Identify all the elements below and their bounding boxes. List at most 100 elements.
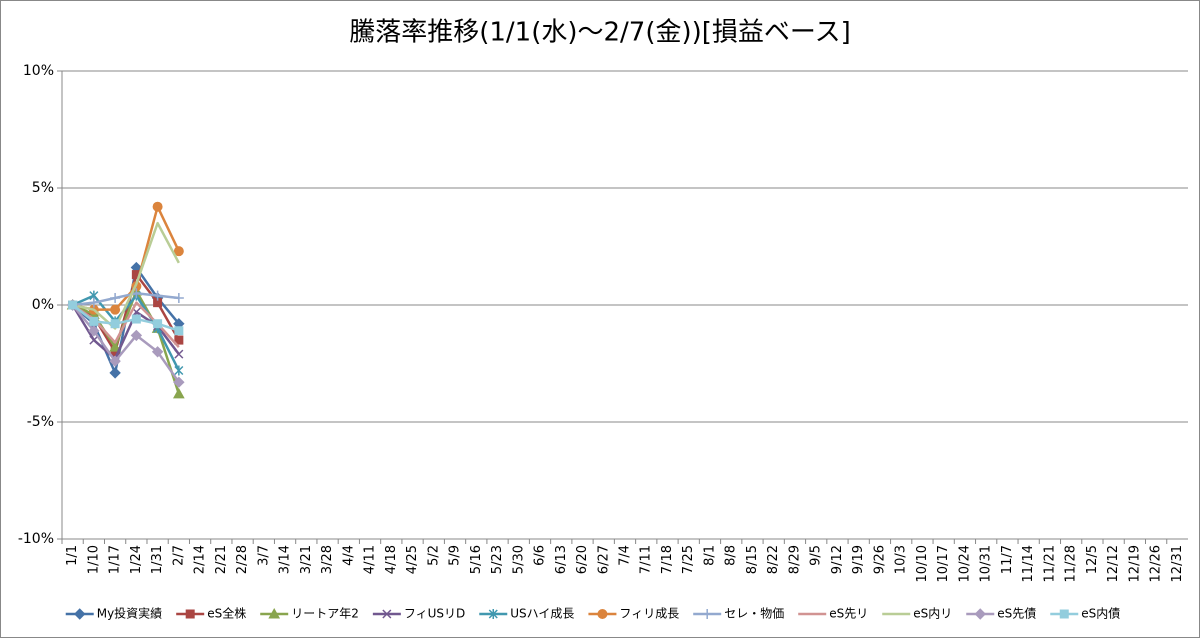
- marker: [382, 609, 392, 619]
- marker: [68, 300, 78, 310]
- series-line: [72, 221, 180, 330]
- marker: [153, 319, 163, 329]
- x-tick-label: 1/1: [65, 545, 80, 566]
- x-tick-label: 3/7: [256, 545, 271, 566]
- x-tick-label: 9/19: [851, 545, 866, 574]
- marker: [974, 608, 986, 620]
- marker: [152, 290, 163, 301]
- x-tick-label: 6/20: [575, 545, 590, 574]
- marker: [110, 304, 121, 315]
- x-tick-label: 5/16: [469, 545, 484, 574]
- x-tick-label: 8/29: [787, 545, 802, 574]
- x-tick-label: 10/31: [979, 545, 994, 582]
- marker: [89, 316, 99, 326]
- legend-label: フィリ成長: [619, 607, 679, 621]
- legend: My投資実績 eS全株 リートア年2 フィUSリD USハイ成長 フィリ成長 セレ・物価 eS…: [65, 606, 1120, 621]
- series-line: [71, 304, 180, 361]
- x-tick-label: 9/26: [872, 545, 887, 574]
- legend-label: リートア年2: [291, 607, 359, 621]
- marker: [185, 609, 195, 619]
- x-tick-label: 12/26: [1149, 545, 1164, 582]
- y-tick-label: 0%: [32, 297, 54, 313]
- x-tick-label: 5/9: [448, 545, 463, 566]
- legend-label: eS内リ: [913, 607, 952, 621]
- x-tick-label: 5/23: [490, 545, 505, 574]
- x-tick-label: 2/21: [214, 545, 229, 574]
- x-tick-label: 4/18: [384, 545, 399, 574]
- x-tick-label: 4/25: [405, 545, 420, 574]
- marker: [151, 346, 164, 358]
- x-tick-label: 10/24: [957, 545, 972, 582]
- marker: [109, 367, 121, 379]
- marker: [172, 387, 185, 399]
- series-line: [71, 304, 180, 383]
- x-tick-label: 11/14: [1021, 545, 1036, 582]
- x-tick-label: 3/21: [299, 545, 314, 574]
- marker: [110, 292, 121, 303]
- marker: [131, 314, 141, 324]
- marker: [110, 319, 120, 329]
- x-tick-label: 12/12: [1106, 545, 1121, 582]
- legend-label: eS先債: [997, 606, 1036, 621]
- x-tick-label: 7/18: [660, 545, 675, 574]
- x-tick-label: 7/25: [681, 545, 696, 574]
- x-tick-label: 11/7: [1000, 545, 1015, 574]
- marker: [174, 365, 184, 376]
- x-tick-label: 1/31: [150, 545, 165, 574]
- x-tick-label: 8/8: [724, 545, 739, 566]
- x-tick-label: 4/11: [363, 545, 378, 574]
- x-tick-label: 11/21: [1042, 545, 1057, 582]
- x-tick-label: 3/14: [278, 545, 293, 574]
- x-tick-label: 5/2: [426, 545, 441, 566]
- x-tick-label: 12/19: [1127, 545, 1142, 582]
- x-tick-label: 2/7: [171, 545, 186, 566]
- marker: [174, 335, 184, 345]
- x-tick-label: 6/27: [596, 545, 611, 574]
- y-tick-label: 10%: [23, 63, 54, 79]
- y-tick-label: -10%: [18, 531, 54, 547]
- x-tick-label: 10/17: [936, 545, 951, 582]
- x-tick-label: 7/11: [639, 545, 654, 574]
- marker: [268, 607, 281, 619]
- x-tick-label: 11/28: [1064, 545, 1079, 582]
- x-tick-label: 12/31: [1170, 545, 1185, 582]
- marker: [174, 349, 184, 359]
- x-tick-label: 1/17: [108, 545, 123, 574]
- x-tick-label: 10/10: [915, 545, 930, 582]
- marker: [109, 341, 121, 352]
- marker: [89, 335, 99, 345]
- marker: [173, 292, 184, 303]
- y-tick-label: 5%: [32, 180, 54, 196]
- x-tick-label: 6/6: [533, 545, 548, 566]
- marker: [702, 609, 713, 619]
- marker: [88, 325, 100, 337]
- marker: [488, 609, 498, 619]
- x-tick-label: 8/22: [766, 545, 781, 574]
- y-tick-label: -5%: [27, 414, 54, 430]
- x-tick-label: 5/30: [511, 545, 526, 574]
- x-tick-label: 9/12: [830, 545, 845, 574]
- marker: [130, 329, 143, 342]
- marker: [152, 201, 163, 212]
- marker: [1059, 609, 1069, 619]
- legend-label: フィUSリD: [404, 607, 465, 621]
- x-tick-label: 1/24: [129, 545, 144, 574]
- legend-label: eS全株: [207, 606, 246, 621]
- x-tick-label: 2/14: [193, 545, 208, 574]
- marker: [173, 376, 185, 388]
- x-tick-label: 4/4: [341, 545, 356, 566]
- legend-label: eS先リ: [829, 607, 868, 621]
- x-tick-label: 8/1: [702, 545, 717, 566]
- legend-label: My投資実績: [97, 606, 162, 621]
- marker: [173, 246, 184, 257]
- x-tick-label: 3/28: [320, 545, 335, 574]
- marker: [597, 609, 608, 619]
- legend-label: USハイ成長: [510, 607, 574, 621]
- x-tick-label: 6/13: [554, 545, 569, 574]
- x-tick-label: 2/28: [235, 545, 250, 574]
- chart-title: 騰落率推移(1/1(水)～2/7(金))[損益ベース]: [349, 18, 851, 48]
- x-tick-label: 8/15: [745, 545, 760, 574]
- marker: [174, 326, 184, 336]
